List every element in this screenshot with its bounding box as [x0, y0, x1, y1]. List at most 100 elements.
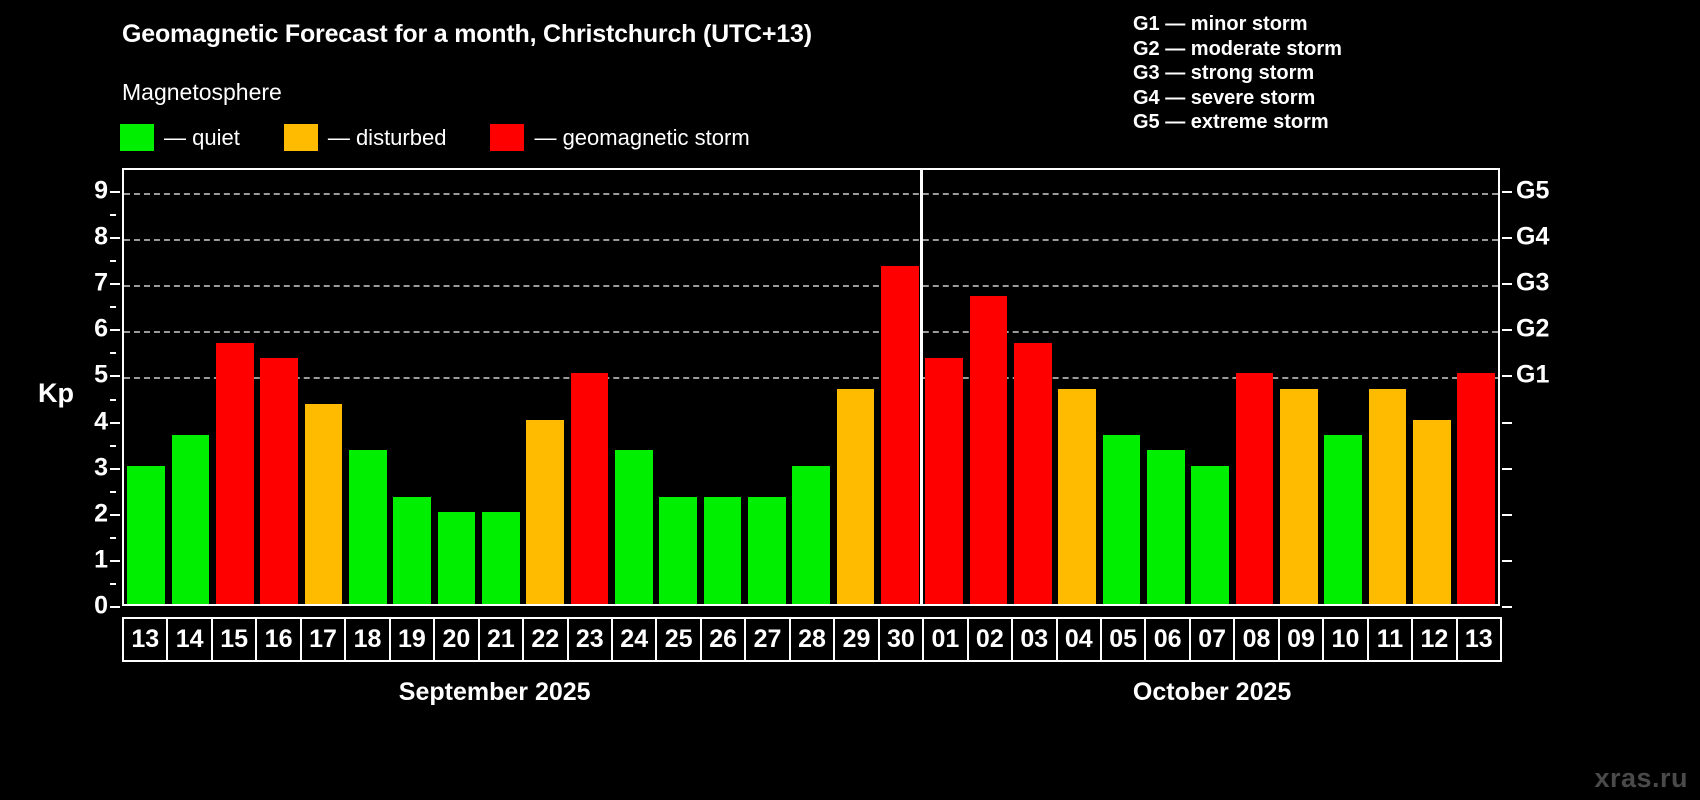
bar-cell [700, 170, 744, 604]
y-right-tick-mark-0 [1502, 606, 1512, 608]
g-scale-row-3: G3 — strong storm [1133, 62, 1315, 84]
bar-cell [257, 170, 301, 604]
g-scale-row-1: G1 — minor storm [1133, 13, 1308, 35]
y-tick-label-8: 8 [94, 222, 108, 251]
bar-cell [1144, 170, 1188, 604]
bar-08-storm [1235, 373, 1274, 604]
bar-cell [656, 170, 700, 604]
y-minor-tick [110, 398, 116, 401]
legend-label-disturbed: — disturbed [327, 124, 447, 150]
y-minor-tick [110, 582, 116, 585]
date-label-03: 03 [1011, 617, 1058, 662]
y-right-tick-mark-6 [1502, 329, 1512, 332]
bar-26-quiet [703, 496, 742, 604]
legend-item-disturbed: — disturbed [283, 124, 447, 151]
g-scale-legend: G1 — minor storm G2 — moderate storm G3 — … [1133, 12, 1342, 135]
bar-cell [745, 170, 789, 604]
y-tick-mark-2 [110, 513, 120, 516]
bar-cell [168, 170, 212, 604]
y-tick-mark-0 [110, 606, 120, 608]
g-scale-row-2: G2 — moderate storm [1133, 37, 1342, 60]
bar-cell [833, 170, 877, 604]
page-title: Geomagnetic Forecast for a month, Christ… [122, 20, 812, 48]
date-label-29: 29 [833, 617, 880, 662]
bar-11-disturbed [1368, 388, 1407, 604]
y-tick-label-6: 6 [94, 314, 108, 343]
bar-16-storm [260, 358, 298, 604]
date-label-07: 07 [1188, 617, 1236, 662]
y-right-tick-mark-8 [1502, 237, 1512, 240]
date-label-11: 11 [1366, 617, 1414, 662]
date-label-04: 04 [1055, 617, 1102, 662]
bar-cell [390, 170, 434, 604]
y-right-tick-mark-7 [1502, 283, 1512, 286]
gridline-kp-9 [124, 193, 1498, 196]
watermark: xras.ru [1594, 763, 1688, 793]
g-tick-label-G1: G1 [1516, 360, 1550, 389]
bar-cell [523, 170, 567, 604]
bar-cell [346, 170, 390, 604]
gridline-kp-7 [124, 285, 1498, 288]
date-label-24: 24 [610, 617, 658, 662]
bar-10-quiet [1324, 434, 1362, 604]
bar-24-quiet [614, 450, 653, 604]
bar-19-quiet [393, 496, 431, 604]
date-label-12: 12 [1411, 617, 1458, 662]
bar-05-quiet [1102, 434, 1141, 604]
y-right-tick-mark-1 [1502, 559, 1512, 562]
y-axis-right-gscale: G1 G2 G3 G4 G5 [1502, 168, 1586, 608]
legend-label-storm: — geomagnetic storm [534, 124, 750, 150]
y-tick-mark-6 [110, 329, 120, 332]
date-label-25: 25 [655, 617, 702, 662]
y-tick-mark-5 [110, 375, 120, 378]
bar-06-quiet [1146, 450, 1185, 604]
y-tick-label-1: 1 [94, 545, 108, 574]
y-minor-tick [110, 260, 116, 263]
month-caption-0: September 2025 [398, 678, 591, 706]
bar-cell [124, 170, 168, 604]
date-label-20: 20 [433, 617, 480, 662]
bar-cell [789, 170, 833, 604]
chart-plot-area [122, 168, 1500, 606]
bar-01-storm [925, 358, 963, 604]
month-divider [920, 170, 924, 604]
date-label-08: 08 [1233, 617, 1280, 662]
legend-swatch-disturbed [283, 124, 318, 151]
gridline-kp-6 [124, 331, 1498, 334]
bar-cell [1099, 170, 1143, 604]
date-label-13: 13 [122, 617, 169, 662]
bar-cell [567, 170, 611, 604]
y-tick-mark-7 [110, 283, 120, 286]
date-label-10: 10 [1322, 617, 1369, 662]
bar-cell [434, 170, 478, 604]
bar-cell [1055, 170, 1099, 604]
date-label-16: 16 [255, 617, 302, 662]
magnetosphere-label: Magnetosphere [122, 79, 282, 105]
bar-cell [922, 170, 966, 604]
date-label-15: 15 [210, 617, 258, 662]
legend-swatch-quiet [120, 124, 154, 151]
bar-cell [878, 170, 922, 604]
y-tick-label-4: 4 [94, 407, 108, 436]
bar-cell [1011, 170, 1055, 604]
date-label-17: 17 [299, 617, 347, 662]
bar-12-disturbed [1412, 419, 1451, 604]
legend-item-quiet: — quiet [120, 124, 240, 151]
legend: — quiet — disturbed — geomagnetic storm [120, 124, 794, 151]
y-right-tick-mark-2 [1502, 513, 1512, 516]
bar-cell [1188, 170, 1232, 604]
bar-cell [301, 170, 345, 604]
bar-04-disturbed [1058, 388, 1096, 604]
y-minor-tick [110, 352, 116, 355]
y-tick-mark-1 [110, 559, 120, 562]
date-label-13: 13 [1455, 617, 1503, 662]
bar-cell [1232, 170, 1276, 604]
g-tick-label-G4: G4 [1516, 222, 1550, 251]
date-label-22: 22 [522, 617, 569, 662]
bar-cell [1454, 170, 1498, 604]
bar-20-quiet [437, 511, 476, 604]
y-tick-label-3: 3 [94, 453, 108, 482]
bar-13-storm [1457, 373, 1495, 604]
gridline-kp-5 [124, 377, 1498, 380]
y-tick-label-9: 9 [94, 176, 108, 205]
